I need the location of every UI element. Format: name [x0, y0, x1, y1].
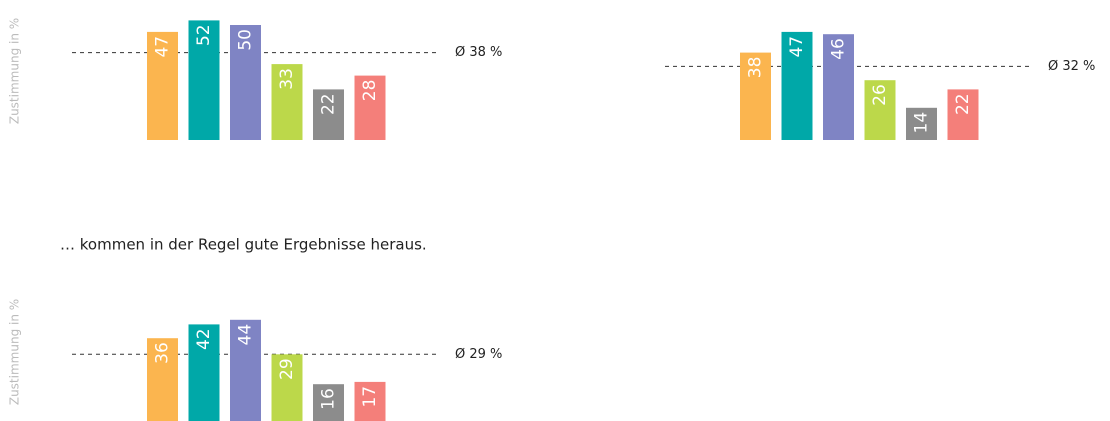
value-label: 52 — [194, 24, 214, 46]
bar — [147, 31, 178, 140]
bar — [271, 64, 303, 140]
bar — [188, 20, 220, 140]
value-label: 14 — [912, 112, 932, 134]
bar — [740, 52, 771, 140]
bar — [271, 354, 303, 421]
bar — [230, 25, 261, 140]
value-label: 42 — [194, 328, 214, 350]
bar — [906, 107, 937, 140]
value-label: 29 — [277, 358, 297, 380]
bar — [230, 319, 261, 421]
value-label: 33 — [277, 68, 297, 90]
bar — [781, 31, 813, 140]
bar — [823, 34, 854, 141]
chart-title: … kommen in der Regel gute Ergebnisse he… — [60, 236, 427, 254]
bar — [188, 324, 220, 421]
average-label: Ø 29 % — [455, 347, 502, 362]
average-label: Ø 32 % — [1048, 59, 1095, 74]
value-label: 16 — [319, 388, 339, 410]
value-label: 26 — [870, 84, 890, 106]
value-label: 28 — [360, 80, 380, 102]
y-axis-label: Zustimmung in % — [8, 18, 22, 124]
value-label: 50 — [236, 29, 256, 51]
bar — [354, 75, 386, 140]
bar — [864, 80, 896, 140]
value-label: 47 — [153, 36, 173, 58]
value-label: 44 — [236, 324, 256, 346]
bar — [147, 338, 178, 421]
value-label: 38 — [746, 57, 766, 79]
value-label: 22 — [953, 93, 973, 115]
bar — [354, 381, 386, 421]
y-axis-label: Zustimmung in % — [8, 299, 22, 405]
value-label: 36 — [153, 342, 173, 364]
value-label: 17 — [360, 386, 380, 408]
bar — [947, 89, 979, 140]
average-label: Ø 38 % — [455, 45, 502, 60]
value-label: 47 — [787, 36, 807, 58]
bar — [313, 384, 344, 421]
value-label: 22 — [319, 93, 339, 115]
bar — [313, 89, 344, 140]
value-label: 46 — [829, 38, 849, 60]
